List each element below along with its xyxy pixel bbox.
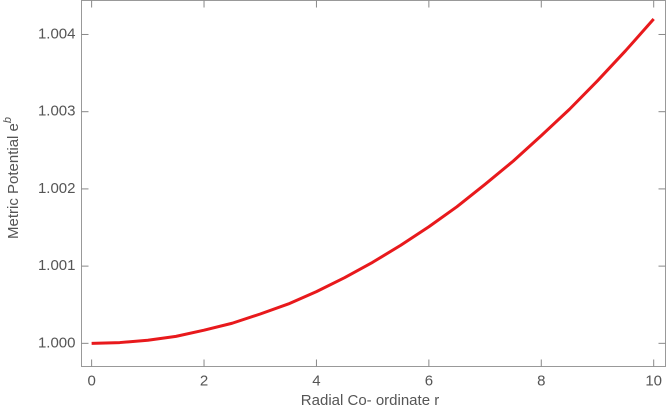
- y-tick-label: 1.003: [38, 103, 76, 120]
- x-tick-label: 10: [645, 372, 662, 389]
- y-tick-label: 1.004: [38, 25, 76, 42]
- x-tick-label: 2: [200, 372, 208, 389]
- line-series: [91, 18, 655, 345]
- y-axis-label-superscript: b: [2, 117, 14, 123]
- x-tick-label: 4: [312, 372, 320, 389]
- y-tick-label: 1.001: [38, 257, 76, 274]
- x-axis-label: Radial Co- ordinate r: [301, 392, 439, 409]
- y-axis-label: Metric Potential eb: [2, 117, 22, 239]
- y-tick-label: 1.000: [38, 334, 76, 351]
- y-tick-label: 1.002: [38, 180, 76, 197]
- y-axis-label-text: Metric Potential e: [5, 123, 22, 239]
- x-tick-label: 6: [425, 372, 433, 389]
- x-tick-label: 8: [537, 372, 545, 389]
- plot-frame: [81, 0, 666, 367]
- x-tick-label: 0: [87, 372, 95, 389]
